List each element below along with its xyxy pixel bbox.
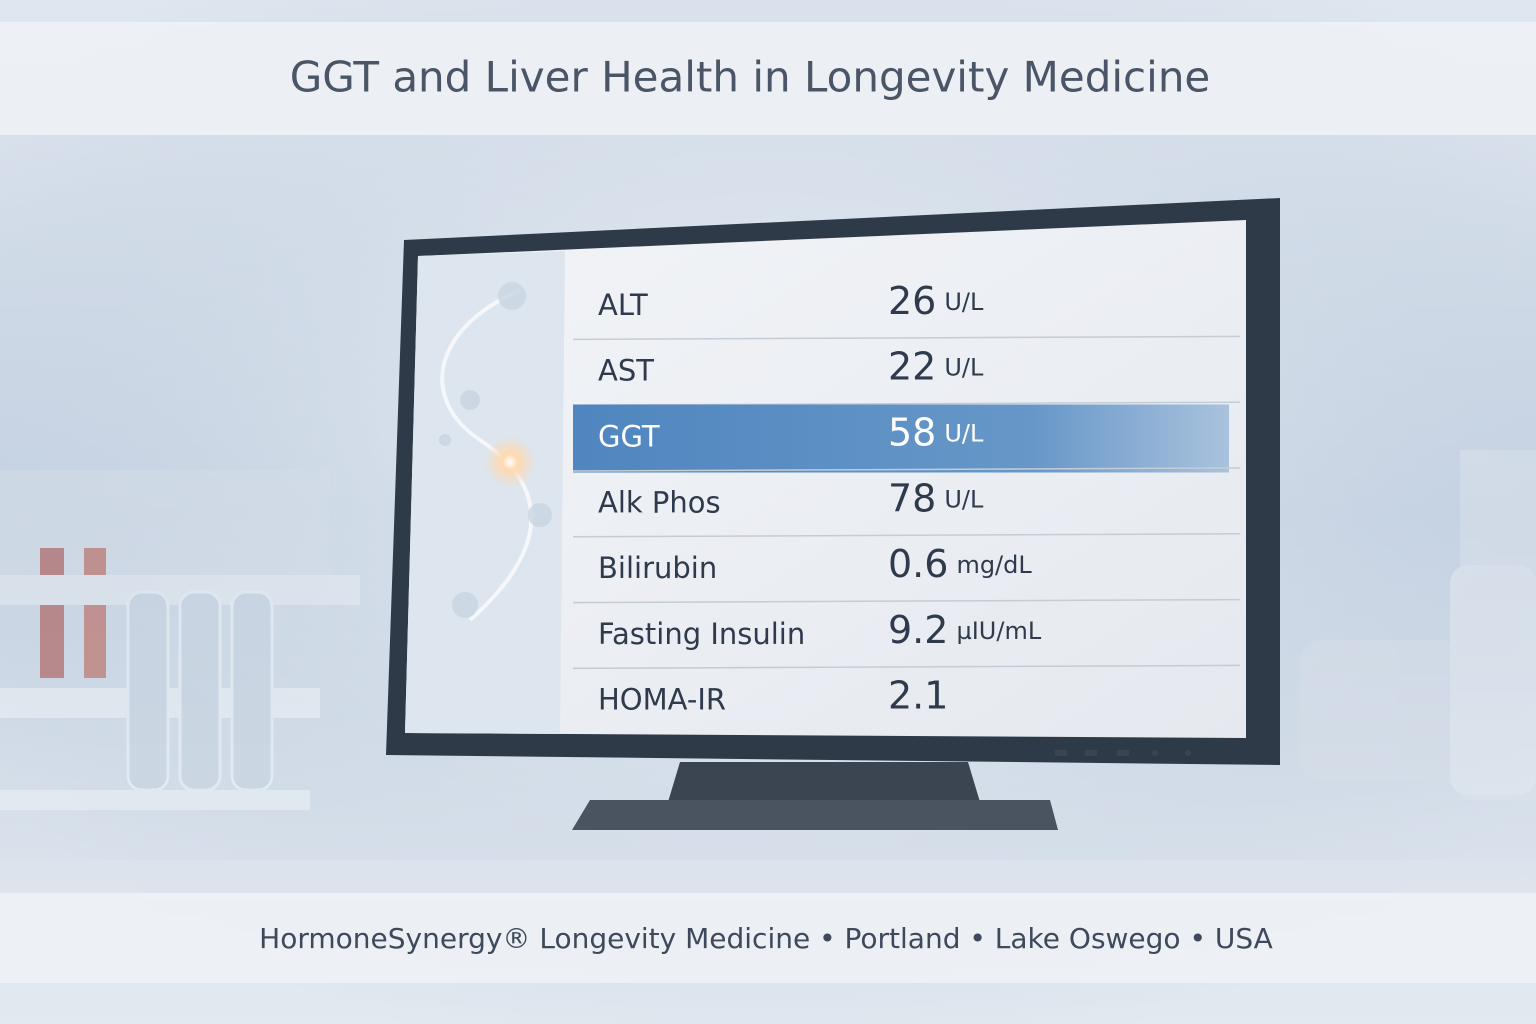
value: 9.2 (888, 607, 948, 651)
unit: U/L (944, 288, 984, 316)
monitor-neck (668, 762, 980, 802)
value: 22 (888, 344, 936, 388)
row-divider (572, 598, 1241, 604)
row-label: AST (598, 354, 654, 388)
monitor-screen (405, 220, 1246, 738)
footer-text: HormoneSynergy® Longevity Medicine • Por… (259, 922, 1273, 955)
value: 58 (888, 410, 936, 454)
header-band (0, 22, 1536, 135)
row-value: 0.6 mg/dL (888, 542, 1032, 586)
title: GGT and Liver Health in Longevity Medici… (290, 53, 1211, 102)
row-value: 2.1 (888, 673, 948, 717)
value: 0.6 (888, 542, 948, 586)
lab-left (0, 470, 360, 810)
unit: U/L (944, 420, 984, 448)
row-value: 22 U/L (888, 344, 984, 388)
row-value: 78 U/L (888, 476, 984, 520)
monitor-base (572, 800, 1058, 830)
row-divider (572, 664, 1241, 670)
molecule-dots (439, 282, 552, 618)
lab-table: ALT 26 U/L AST 22 U/L GGT 58 U/L Alk Phos 78 U/L Bil… (572, 278, 1241, 717)
row-divider (572, 335, 1241, 341)
row-value: 26 U/L (888, 278, 984, 322)
row-label: Bilirubin (598, 551, 717, 585)
value: 78 (888, 476, 936, 520)
footer-band (0, 893, 1536, 983)
screen-side-panel (405, 251, 565, 734)
monitor-buttons (1055, 750, 1191, 756)
unit: µIU/mL (956, 617, 1041, 645)
row-label: Fasting Insulin (598, 617, 805, 651)
glow-spark (484, 436, 536, 488)
row-value: 9.2 µIU/mL (888, 607, 1042, 651)
unit: U/L (944, 485, 984, 513)
row-label: HOMA-IR (598, 683, 726, 717)
unit: mg/dL (956, 551, 1032, 579)
value: 26 (888, 278, 936, 322)
row-value: 58 U/L (888, 410, 984, 454)
row-divider (572, 467, 1241, 472)
row-label: ALT (598, 288, 648, 322)
row-label: Alk Phos (598, 485, 721, 519)
lab-right (1300, 450, 1536, 800)
value: 2.1 (888, 673, 948, 717)
row-divider (572, 533, 1241, 538)
dna-curve (440, 288, 534, 622)
unit: U/L (944, 354, 984, 382)
row-label: GGT (598, 420, 660, 454)
highlight-bar (573, 404, 1229, 473)
